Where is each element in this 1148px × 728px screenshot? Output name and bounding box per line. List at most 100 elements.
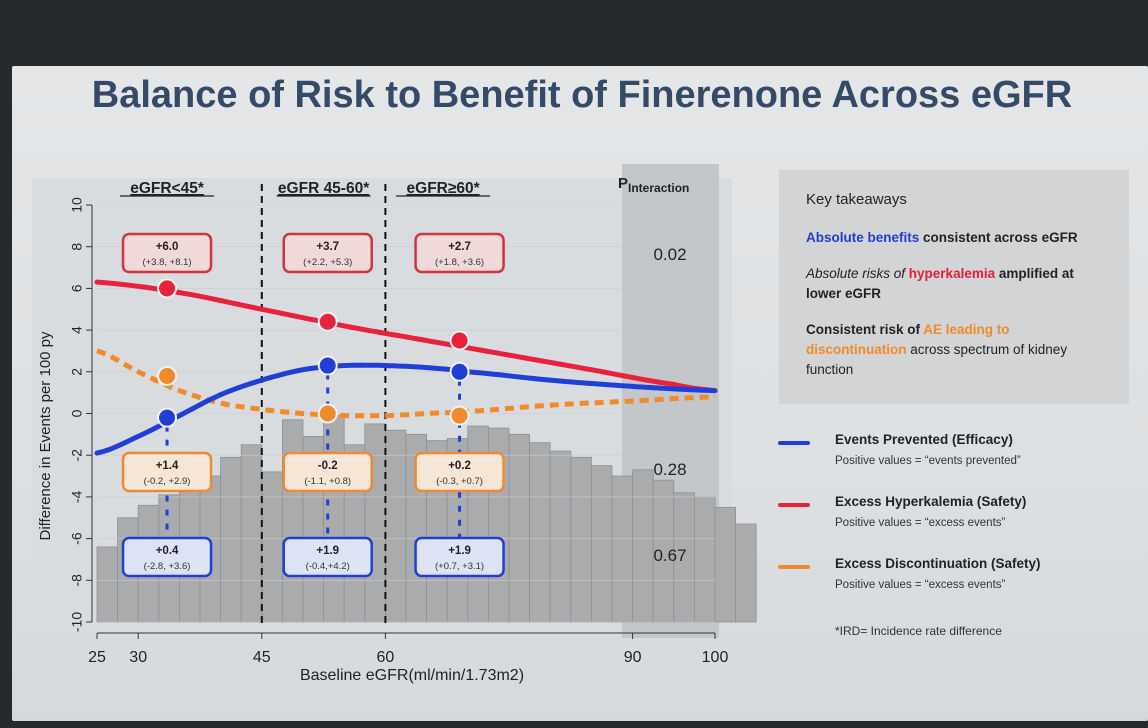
subgroup-heading: eGFR 45-60* <box>278 180 370 197</box>
takeaway-benefits-text: consistent across eGFR <box>919 230 1078 245</box>
chart-area: 10 8 6 4 2 0 -2 -4 -6 -8 -10 25 30 45 60 90 100 Baseline … <box>32 164 757 684</box>
legend: Events Prevented (Efficacy) Positive val… <box>778 432 1138 618</box>
histogram-bar <box>632 469 654 623</box>
series-line-hyperkalemia <box>94 279 718 394</box>
legend-desc-efficacy: Positive values = “events prevented” <box>835 455 1021 467</box>
y-tick-label: 2 <box>69 368 85 376</box>
x-tick-label: 45 <box>253 649 271 666</box>
takeaway-discontinuation: Consistent risk of AE leading to discont… <box>806 320 1109 380</box>
annotation-box-frame <box>282 451 373 493</box>
histogram-bar <box>611 475 634 623</box>
annotation-value: +1.9 <box>448 545 471 557</box>
y-tick-label: 6 <box>69 284 85 292</box>
takeaway-discontinuation-highlight: AE leading to discontinuation <box>806 322 1010 357</box>
annotation-box-frame <box>121 536 213 578</box>
y-tick-label: -4 <box>69 490 85 503</box>
annotation-ci: (+3.8, +8.1) <box>142 257 191 268</box>
legend-label-hyperkalemia: Excess Hyperkalemia (Safety) <box>835 494 1027 509</box>
annotation-ci: (-1.1, +0.8) <box>304 476 351 487</box>
takeaways-heading: Key takeaways <box>806 191 907 208</box>
legend-label-efficacy: Events Prevented (Efficacy) <box>835 432 1013 447</box>
subgroup-heading: eGFR≥60* <box>407 180 481 197</box>
annotation-value: +0.4 <box>156 545 179 557</box>
annotation-value: +6.0 <box>156 241 179 253</box>
p-value-label: 0.02 <box>653 245 686 264</box>
annotation-ci: (+0.7, +3.1) <box>435 561 484 572</box>
takeaway-benefits: Absolute benefits consistent across eGFR <box>806 228 1109 248</box>
data-point <box>449 361 470 382</box>
slide: Balance of Risk to Benefit of Finerenone… <box>12 66 1148 721</box>
annotation-ci: (-0.3, +0.7) <box>436 476 483 487</box>
takeaway-discontinuation-pre: Consistent risk of <box>806 322 924 337</box>
annotation-ci: (+1.8, +3.6) <box>435 257 484 268</box>
legend-swatch-hyperkalemia <box>778 503 810 507</box>
data-point <box>317 403 338 424</box>
histogram-bar <box>96 546 119 623</box>
y-axis-label: Difference in Events per 100 py <box>37 331 54 541</box>
annotation-value: +2.7 <box>448 241 471 253</box>
p-value-label: 0.67 <box>653 546 686 565</box>
histogram-bar <box>591 465 613 623</box>
annotation-box: +0.2 (-0.3, +0.7) <box>414 451 505 493</box>
annotation-box: +1.9 (-0.4,+4.2) <box>282 536 373 578</box>
annotation-value: -0.2 <box>318 460 338 472</box>
histogram-bar <box>735 523 757 623</box>
y-tick-label: 8 <box>69 243 85 251</box>
x-tick-label: 30 <box>129 649 147 666</box>
annotation-box-frame <box>414 232 505 274</box>
histogram-bar <box>694 496 716 623</box>
data-point <box>317 311 338 332</box>
x-axis-label: Baseline eGFR(ml/min/1.73m2) <box>300 667 524 684</box>
histogram-bar <box>281 419 304 623</box>
annotation-box-frame <box>121 451 213 493</box>
legend-label-discontinuation: Excess Discontinuation (Safety) <box>835 556 1041 571</box>
data-point <box>157 278 178 299</box>
annotation-box: +1.4 (-0.2, +2.9) <box>121 451 213 493</box>
y-tick-label: -10 <box>69 612 85 632</box>
annotation-box-frame <box>414 451 505 493</box>
annotation-ci: (-0.4,+4.2) <box>306 561 350 572</box>
y-tick-label: -8 <box>69 574 85 587</box>
histogram-bar <box>549 450 572 623</box>
takeaway-hyperkalemia: Absolute risks of hyperkalemia amplified… <box>806 264 1109 304</box>
data-point <box>317 355 338 376</box>
takeaway-hyperkalemia-highlight: hyperkalemia <box>908 266 996 281</box>
histogram-bar <box>220 456 242 623</box>
y-tick-label: 4 <box>69 326 85 334</box>
legend-item-efficacy: Events Prevented (Efficacy) Positive val… <box>778 432 1138 494</box>
data-point <box>157 365 178 386</box>
annotation-box-frame <box>282 232 373 274</box>
x-tick-label: 100 <box>702 649 729 666</box>
annotation-box-frame <box>414 536 505 578</box>
histogram-bar <box>570 456 592 623</box>
annotation-ci: (-0.2, +2.9) <box>144 476 191 487</box>
legend-swatch-discontinuation <box>778 565 810 569</box>
annotation-box: +0.4 (-2.8, +3.6) <box>121 536 213 578</box>
x-tick-label: 60 <box>377 649 395 666</box>
histogram-bar <box>261 471 283 623</box>
annotation-box: +6.0 (+3.8, +8.1) <box>121 232 213 274</box>
y-tick-label: -2 <box>69 449 85 462</box>
annotation-ci: (-2.8, +3.6) <box>144 561 191 572</box>
takeaway-discontinuation-post: across spectrum of kidney function <box>806 342 1068 377</box>
p-value-label: 0.28 <box>653 460 686 479</box>
key-takeaways-panel: Key takeaways Absolute benefits consiste… <box>779 170 1129 404</box>
annotation-box: +2.7 (+1.8, +3.6) <box>414 232 505 274</box>
series-line-prevented <box>94 362 718 456</box>
legend-desc-discontinuation: Positive values = “excess events” <box>835 579 1006 591</box>
annotation-value: +1.4 <box>156 460 179 472</box>
annotation-value: +1.9 <box>316 545 339 557</box>
takeaway-hyperkalemia-pre: Absolute risks of <box>806 266 909 281</box>
histogram-bar <box>240 444 263 623</box>
data-point <box>449 330 470 351</box>
chart-title: Balance of Risk to Benefit of Finerenone… <box>91 74 1073 116</box>
annotation-box-frame <box>121 232 213 274</box>
x-tick-label: 25 <box>88 649 106 666</box>
y-tick-label: 10 <box>69 197 85 213</box>
annotation-value: +3.7 <box>316 241 339 253</box>
legend-item-hyperkalemia: Excess Hyperkalemia (Safety) Positive va… <box>778 494 1138 556</box>
annotation-box-frame <box>282 536 373 578</box>
takeaway-benefits-highlight: Absolute benefits <box>806 230 920 245</box>
annotation-box: +3.7 (+2.2, +5.3) <box>282 232 373 274</box>
y-tick-label: -6 <box>69 532 85 545</box>
